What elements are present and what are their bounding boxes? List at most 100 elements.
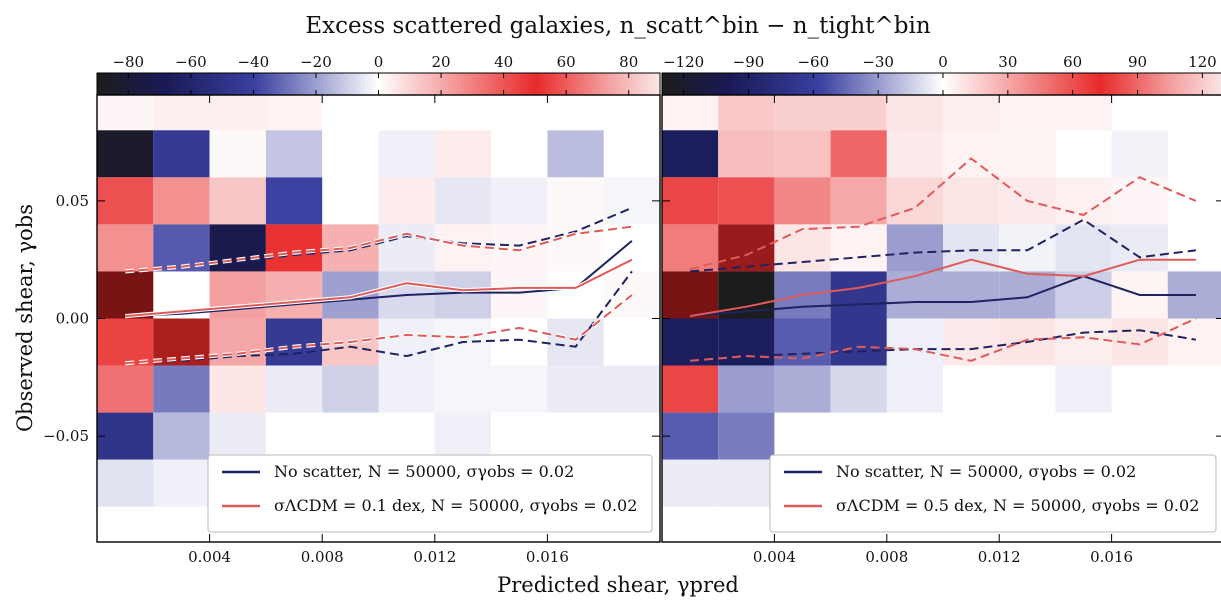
heatmap-cell	[886, 95, 943, 131]
heatmap-cell	[378, 224, 435, 272]
heatmap-cell	[830, 177, 887, 225]
panel-left	[97, 95, 660, 507]
heatmap-right	[662, 95, 1221, 507]
heatmap-cell	[999, 95, 1056, 131]
heatmap-cell	[434, 365, 492, 413]
heatmap-cell	[1111, 130, 1168, 178]
lines-left	[125, 206, 634, 366]
heatmap-cell	[830, 318, 887, 366]
heatmap-cell	[209, 130, 266, 178]
heatmap-cell	[718, 177, 775, 225]
heatmap-cell	[153, 412, 210, 460]
heatmap-cell	[662, 412, 719, 460]
legend-right: No scatter, N = 50000, σγobs = 0.02 σΛCDM…	[769, 454, 1217, 533]
heatmap-cell	[378, 177, 435, 225]
heatmap-cell	[718, 224, 775, 272]
heatmap-cell	[153, 365, 210, 413]
heatmap-cell	[886, 271, 943, 319]
heatmap-cell	[830, 95, 887, 131]
heatmap-cell	[434, 224, 492, 272]
heatmap-cell	[1055, 365, 1112, 413]
heatmap-cell	[97, 412, 154, 460]
heatmap-cell	[718, 365, 775, 413]
legend-label: No scatter, N = 50000, σγobs = 0.02	[836, 462, 1136, 481]
heatmap-cell	[1111, 224, 1168, 272]
heatmap-cell	[943, 177, 1000, 225]
heatmap-cell	[209, 224, 266, 272]
legend-label: σΛCDM = 0.1 dex, N = 50000, σγobs = 0.02	[274, 496, 637, 515]
colorbar-left-ticks: −80 −60 −40 −20 0 20 40 60 80	[112, 53, 638, 95]
heatmap-cell	[774, 224, 831, 272]
series-line-median	[125, 240, 633, 318]
heatmap-cell	[265, 318, 323, 366]
heatmap-cell	[378, 130, 435, 178]
heatmap-cell	[97, 224, 154, 272]
heatmap-cell	[662, 271, 719, 319]
heatmap-cell	[886, 224, 943, 272]
heatmap-cell	[97, 459, 154, 507]
colorbar-tick-label: 80	[619, 53, 638, 71]
heatmap-cell	[265, 177, 323, 225]
colorbar-tick-label: 60	[1063, 53, 1082, 71]
heatmap-cell	[943, 130, 1000, 178]
heatmap-cell	[97, 318, 154, 366]
colorbar-tick-label: −60	[797, 53, 829, 71]
heatmap-cell	[434, 412, 492, 460]
series-line-median	[690, 275, 1196, 318]
series-line-lower	[689, 329, 1197, 365]
colorbar-tick-label: −30	[862, 53, 894, 71]
heatmap-cell	[830, 224, 887, 272]
heatmap-cell	[209, 95, 266, 131]
heatmap-cell	[943, 271, 1000, 319]
heatmap-cell	[491, 177, 548, 225]
y-tick-label: 0.05	[56, 192, 89, 210]
colorbar-tick-label: −60	[175, 53, 207, 71]
colorbar-tick-label: −120	[663, 53, 704, 71]
heatmap-cell	[1167, 318, 1221, 366]
series-line-upper	[125, 225, 633, 273]
heatmap-cell	[97, 130, 154, 178]
legend-box	[207, 454, 653, 533]
legend-label: No scatter, N = 50000, σγobs = 0.02	[274, 462, 574, 481]
x-tick-label: 0.008	[865, 548, 908, 566]
heatmap-cell	[491, 271, 548, 319]
colorbar-tick-label: −90	[733, 53, 765, 71]
heatmap-cell	[718, 130, 775, 178]
colorbar-tick-label: 0	[938, 53, 948, 71]
x-tick-label: 0.016	[526, 548, 569, 566]
colorbar-tick-label: 90	[1128, 53, 1147, 71]
x-tick-label: 0.004	[753, 548, 796, 566]
heatmap-cell	[434, 271, 492, 319]
heatmap-cell	[662, 318, 719, 366]
heatmap-cell	[774, 365, 831, 413]
y-axis-label: Observed shear, γobs	[13, 204, 37, 432]
heatmap-cell	[153, 177, 210, 225]
heatmap-cell	[662, 459, 719, 507]
heatmap-cell	[97, 271, 154, 319]
heatmap-cell	[774, 95, 831, 131]
heatmap-cell	[265, 95, 323, 131]
legend-label: σΛCDM = 0.5 dex, N = 50000, σγobs = 0.02	[836, 496, 1199, 515]
heatmap-cell	[662, 365, 719, 413]
y-tick-label: 0.00	[56, 310, 89, 328]
heatmap-cell	[434, 130, 492, 178]
heatmap-cell	[378, 318, 435, 366]
heatmap-cell	[491, 365, 548, 413]
heatmap-cell	[153, 130, 210, 178]
heatmap-cell	[153, 95, 210, 131]
heatmap-cell	[830, 365, 887, 413]
heatmap-left	[97, 95, 660, 507]
heatmap-cell	[999, 224, 1056, 272]
colorbar-tick-label: 20	[432, 53, 451, 71]
heatmap-cell	[265, 224, 323, 272]
heatmap-cell	[774, 177, 831, 225]
axis-ticks: 0.004 0.008 0.012 0.016 0.05 0.00 −0.05 0.004 0.…	[43, 95, 1221, 566]
x-tick-label: 0.008	[301, 548, 344, 566]
heatmap-cell	[603, 365, 660, 413]
heatmap-cell	[886, 130, 943, 178]
heatmap-cell	[718, 459, 775, 507]
heatmap-cell	[265, 365, 323, 413]
colorbar-tick-label: 0	[374, 53, 384, 71]
colorbar-tick-label: 30	[998, 53, 1017, 71]
